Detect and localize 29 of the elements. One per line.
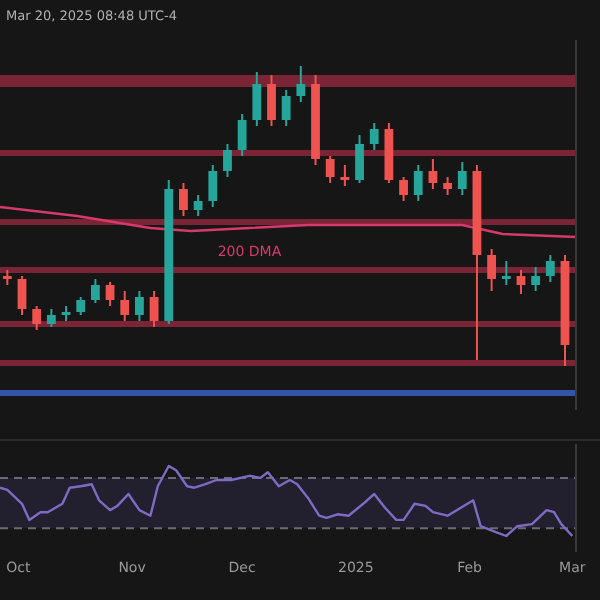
candlestick <box>149 290 159 328</box>
candlestick <box>267 74 276 127</box>
candlestick <box>325 155 335 184</box>
candlestick <box>237 113 247 157</box>
candlestick <box>32 305 42 331</box>
candlestick <box>457 161 467 196</box>
candlestick <box>531 266 541 292</box>
candlestick <box>340 164 350 187</box>
candlestick <box>223 143 232 178</box>
candlestick <box>545 254 555 283</box>
candlestick <box>179 182 188 217</box>
candlestick <box>281 89 291 127</box>
candlestick <box>120 290 130 322</box>
candlestick <box>296 65 306 103</box>
candlestick <box>399 176 408 202</box>
candlestick <box>193 194 203 217</box>
candlestick <box>208 164 218 208</box>
candlestick <box>135 290 144 322</box>
candlestick <box>252 71 262 127</box>
candlestick <box>487 248 497 292</box>
candlestick <box>105 281 115 307</box>
candlestick <box>355 134 364 184</box>
candlestick <box>516 269 526 295</box>
candlestick <box>369 122 379 151</box>
candlestick <box>413 164 423 202</box>
candlestick <box>90 278 100 304</box>
candlestick <box>17 275 27 316</box>
candlestick <box>501 260 511 286</box>
candlestick <box>428 158 438 190</box>
